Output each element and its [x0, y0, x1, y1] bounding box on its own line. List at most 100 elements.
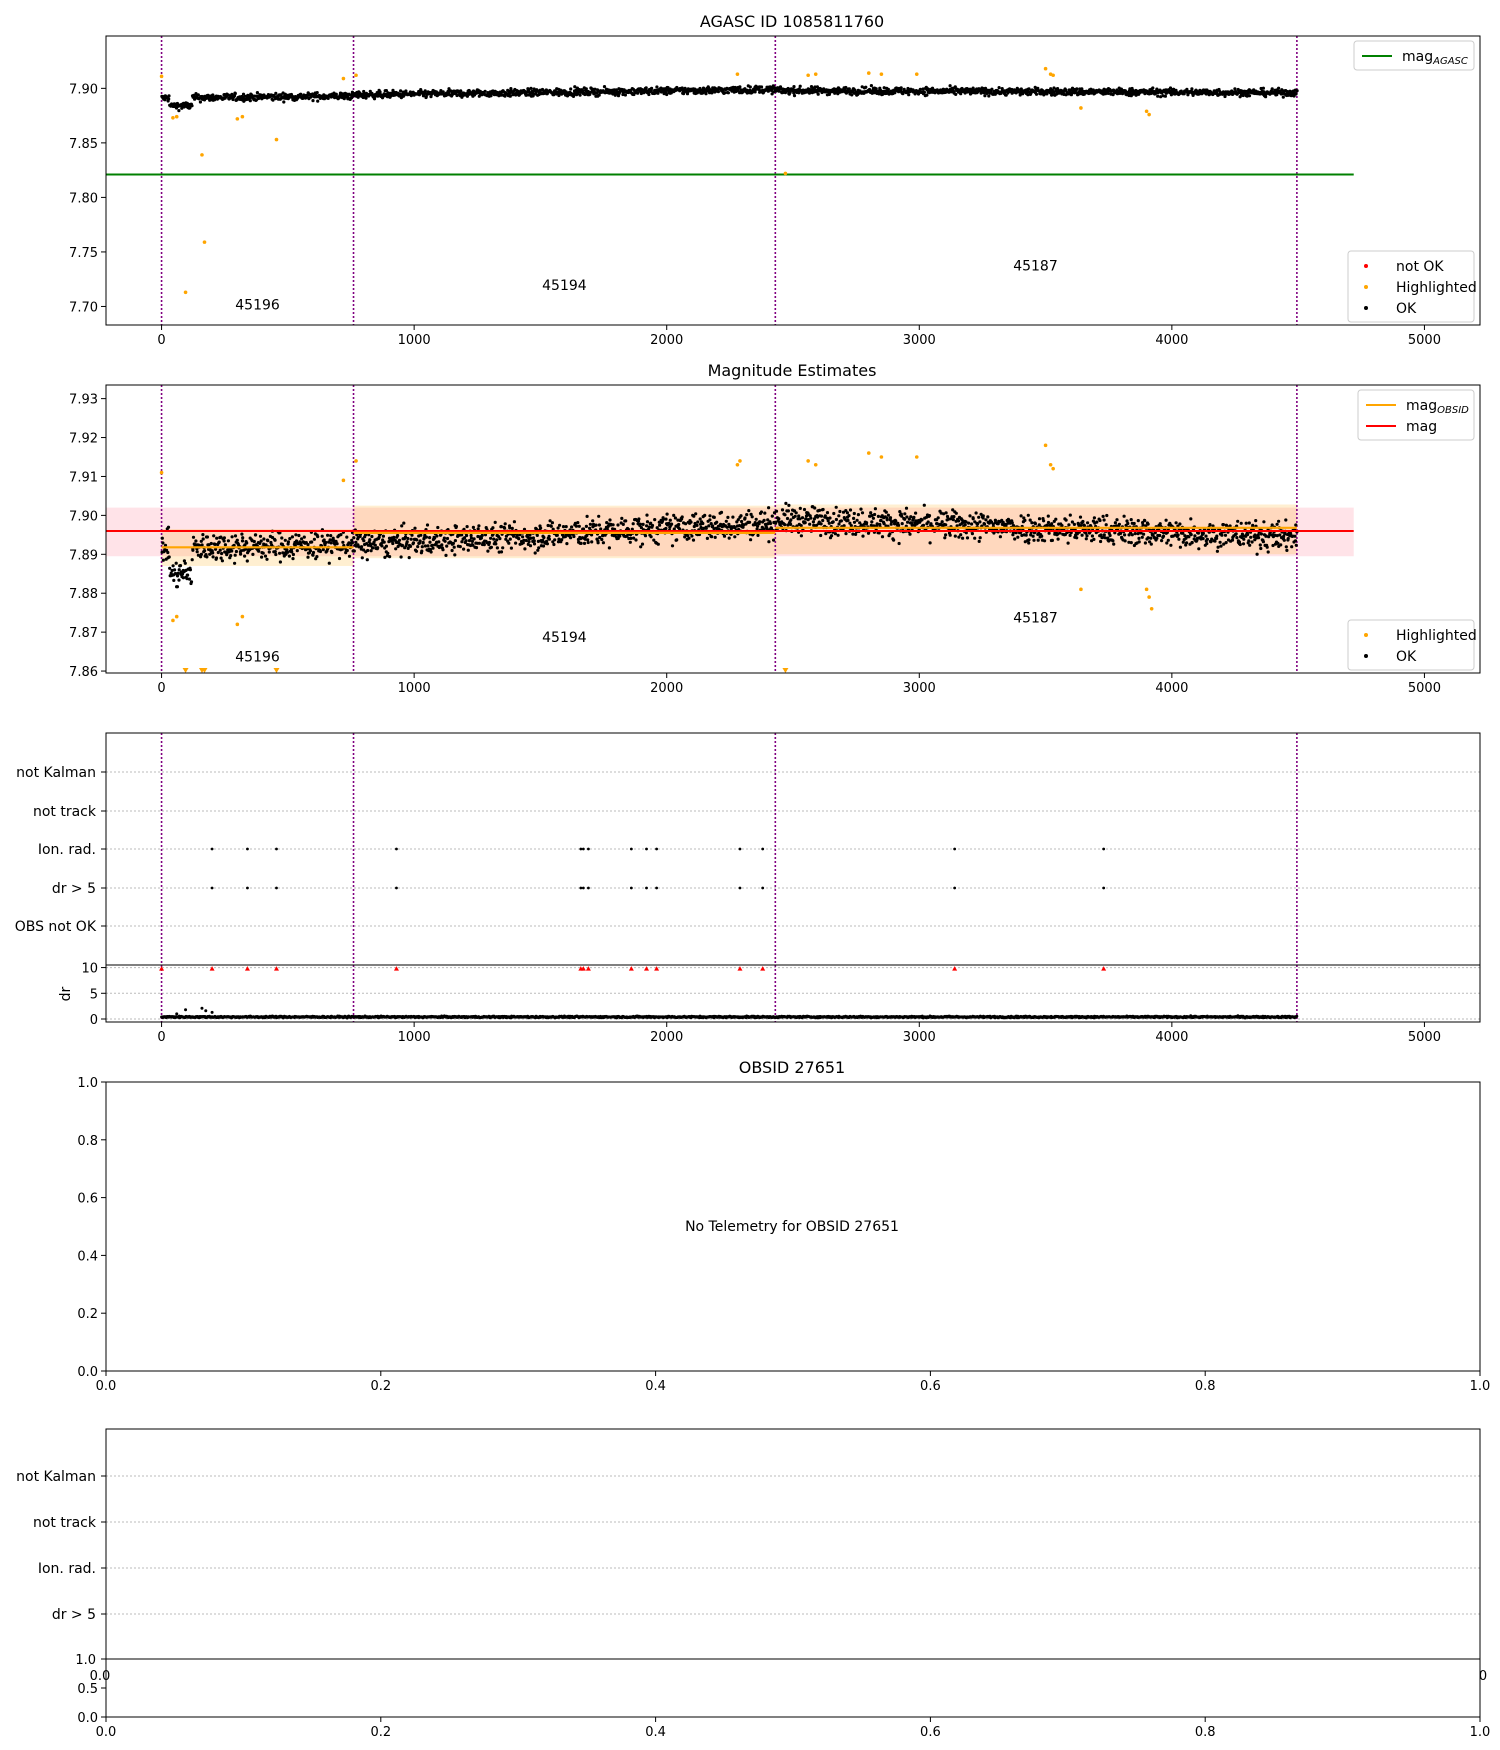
legend-bottom-label: not OK [1396, 259, 1444, 275]
ok-point [240, 532, 244, 536]
ok-point [220, 559, 224, 563]
ok-point [570, 525, 574, 529]
ok-point [767, 540, 771, 544]
ok-point [1215, 549, 1219, 553]
ok-point [1189, 517, 1193, 521]
ok-point [643, 534, 648, 538]
ok-point [1276, 541, 1280, 546]
legend-top-label: mag [1406, 419, 1437, 435]
highlighted-point [183, 290, 188, 295]
flag-event [629, 886, 633, 890]
ok-point [948, 533, 952, 537]
ok-point [1104, 523, 1108, 527]
ok-point [789, 518, 793, 522]
ok-point [217, 540, 221, 544]
flag-event [275, 886, 278, 890]
ok-point [747, 509, 751, 513]
ok-point [195, 550, 199, 554]
ok-point [311, 99, 315, 103]
category-label: not track [33, 804, 97, 820]
ok-point [959, 533, 963, 537]
ok-point [834, 517, 839, 522]
ok-point [318, 549, 323, 554]
ok-point [833, 532, 838, 536]
ok-point [871, 516, 876, 520]
ok-point [557, 537, 561, 541]
panel-agasc-frame [105, 35, 1481, 326]
ok-point [998, 535, 1003, 539]
ok-point [199, 552, 203, 557]
ok-point [1078, 515, 1083, 519]
legend-bottom-dot-swatch [1364, 654, 1368, 658]
ok-point [874, 87, 878, 91]
ok-point [400, 543, 404, 548]
ok-point [278, 560, 282, 564]
ok-point [1190, 87, 1194, 91]
ok-point [1290, 545, 1294, 549]
ok-point [1149, 542, 1153, 546]
highlighted-point [783, 171, 788, 176]
panel-agasc-points [159, 66, 1299, 295]
ok-point [650, 523, 655, 528]
ok-point [196, 93, 200, 97]
ok-point [299, 92, 303, 96]
ok-point [499, 524, 503, 529]
ok-point [329, 534, 333, 538]
ok-point [623, 93, 628, 97]
ok-point [1218, 540, 1222, 544]
ok-point [1133, 532, 1137, 536]
ok-point [786, 509, 791, 513]
ok-point [726, 515, 730, 520]
ok-point [465, 525, 469, 529]
ok-point [982, 522, 987, 526]
ok-point [215, 536, 219, 540]
ok-point [1294, 543, 1298, 547]
ok-point [263, 554, 268, 558]
flag-event [395, 886, 398, 890]
ok-point [650, 86, 654, 90]
ok-point [601, 541, 606, 545]
ok-point [710, 535, 714, 539]
ok-point [1160, 539, 1164, 543]
ok-point [1219, 544, 1223, 548]
ok-point [178, 564, 183, 568]
ok-point [423, 89, 427, 93]
ok-point [428, 540, 432, 544]
ok-point [943, 536, 947, 540]
ok-point [897, 523, 901, 528]
ok-point [1013, 537, 1017, 541]
ok-point [337, 556, 342, 561]
y-axis-tick-label: 7.75 [69, 246, 98, 261]
ok-point [286, 550, 290, 554]
ok-point [571, 94, 576, 98]
ok-point [884, 510, 888, 514]
ok-point [556, 526, 560, 530]
ok-point [471, 525, 475, 530]
ok-point [194, 539, 198, 543]
ok-point [501, 546, 505, 550]
ok-point [180, 572, 185, 576]
ok-point [921, 523, 926, 527]
ok-point [708, 518, 712, 522]
ok-point [716, 90, 721, 94]
ok-point [808, 522, 812, 526]
ok-point [888, 532, 892, 536]
ok-point [259, 539, 263, 543]
ok-point [852, 516, 856, 521]
ok-point [466, 548, 470, 552]
ok-point [1064, 88, 1068, 92]
ok-point [1027, 87, 1031, 91]
ok-point [550, 521, 555, 525]
ok-point [597, 93, 601, 97]
ok-point [588, 522, 593, 526]
obsid-label: 45194 [542, 630, 587, 646]
flag-event [581, 886, 585, 890]
ok-point [1140, 535, 1144, 539]
ok-point [1101, 514, 1105, 519]
ok-point [853, 88, 857, 92]
ok-point [177, 109, 181, 113]
x-axis-tick-label: 5000 [1408, 333, 1441, 348]
ok-point [1123, 539, 1127, 543]
ok-point [248, 99, 252, 103]
